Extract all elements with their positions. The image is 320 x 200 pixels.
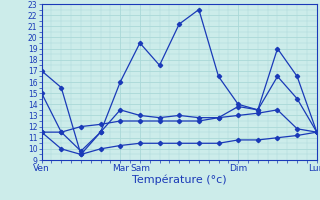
X-axis label: Température (°c): Température (°c) — [132, 175, 227, 185]
